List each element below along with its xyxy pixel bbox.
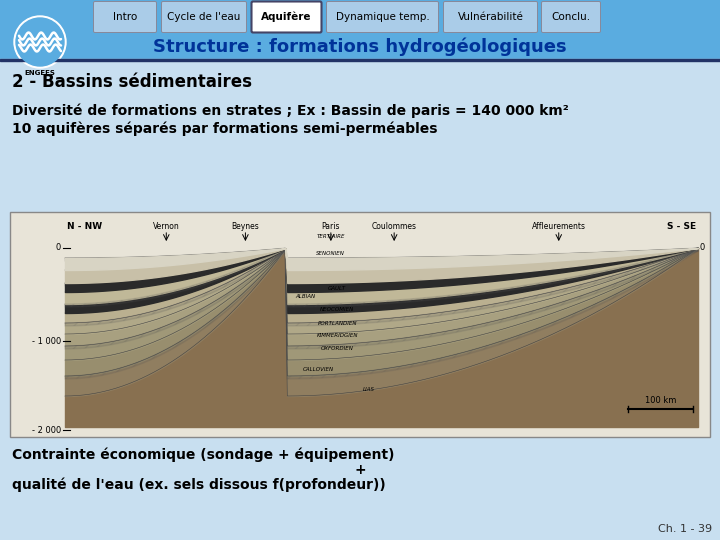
- Circle shape: [14, 16, 66, 68]
- Text: 0: 0: [55, 244, 61, 253]
- FancyBboxPatch shape: [161, 2, 246, 32]
- Text: ALBIAN: ALBIAN: [295, 294, 315, 299]
- Text: Affleurements: Affleurements: [532, 222, 586, 231]
- Text: LIAS: LIAS: [363, 387, 375, 392]
- Text: CENOMANIEN: CENOMANIEN: [318, 278, 356, 282]
- Text: Paris: Paris: [322, 222, 340, 231]
- Text: Vulnérabilité: Vulnérabilité: [458, 12, 523, 22]
- Text: 10 aquifères séparés par formations semi-perméables: 10 aquifères séparés par formations semi…: [12, 121, 438, 136]
- Circle shape: [16, 18, 64, 66]
- Text: Ch. 1 - 39: Ch. 1 - 39: [658, 524, 712, 534]
- FancyBboxPatch shape: [251, 2, 322, 32]
- FancyBboxPatch shape: [541, 2, 600, 32]
- Text: 2 - Bassins sédimentaires: 2 - Bassins sédimentaires: [12, 73, 252, 91]
- Text: Intro: Intro: [113, 12, 137, 22]
- Text: ENGEES: ENGEES: [24, 70, 55, 76]
- Text: Structure : formations hydrogéologiques: Structure : formations hydrogéologiques: [153, 38, 567, 56]
- Text: - 2 000: - 2 000: [32, 426, 61, 435]
- Text: GAULT: GAULT: [328, 286, 346, 291]
- Bar: [0, 35, 720, 59]
- Text: 100 km: 100 km: [645, 396, 676, 405]
- Text: KIMMERIDGIEN: KIMMERIDGIEN: [317, 333, 358, 339]
- FancyBboxPatch shape: [444, 2, 538, 32]
- Text: Diversité de formations en strates ; Ex : Bassin de paris = 140 000 km²: Diversité de formations en strates ; Ex …: [12, 103, 569, 118]
- Text: PORTLANDIEN: PORTLANDIEN: [318, 321, 357, 326]
- Text: Coulommes: Coulommes: [372, 222, 417, 231]
- Text: 0: 0: [700, 244, 706, 253]
- Text: S - SE: S - SE: [667, 222, 696, 231]
- Text: SENONIEN: SENONIEN: [316, 251, 346, 255]
- Text: OXFORDIEN: OXFORDIEN: [320, 346, 354, 351]
- Bar: [10, 212, 710, 437]
- FancyBboxPatch shape: [326, 2, 438, 32]
- Text: CALLOVIEN: CALLOVIEN: [302, 367, 334, 372]
- Text: N - NW: N - NW: [67, 222, 102, 231]
- Text: Vernon: Vernon: [153, 222, 180, 231]
- Bar: [0, 58, 720, 60]
- Text: Dynamique temp.: Dynamique temp.: [336, 12, 429, 22]
- Text: Cycle de l'eau: Cycle de l'eau: [167, 12, 240, 22]
- FancyBboxPatch shape: [94, 2, 156, 32]
- Text: Aquifère: Aquifère: [261, 12, 312, 22]
- Bar: [0, 0, 720, 35]
- Bar: [0, 59, 720, 540]
- Text: - 1 000: - 1 000: [32, 336, 61, 346]
- Text: +: +: [354, 463, 366, 477]
- Text: qualité de l'eau (ex. sels dissous f(profondeur)): qualité de l'eau (ex. sels dissous f(pro…: [12, 477, 386, 491]
- Text: Beynes: Beynes: [232, 222, 259, 231]
- Text: Conclu.: Conclu.: [552, 12, 590, 22]
- Text: TERTIAIRE: TERTIAIRE: [317, 234, 345, 239]
- Text: Contrainte économique (sondage + équipement): Contrainte économique (sondage + équipem…: [12, 447, 395, 462]
- Text: NEOCOMIEN: NEOCOMIEN: [320, 307, 354, 312]
